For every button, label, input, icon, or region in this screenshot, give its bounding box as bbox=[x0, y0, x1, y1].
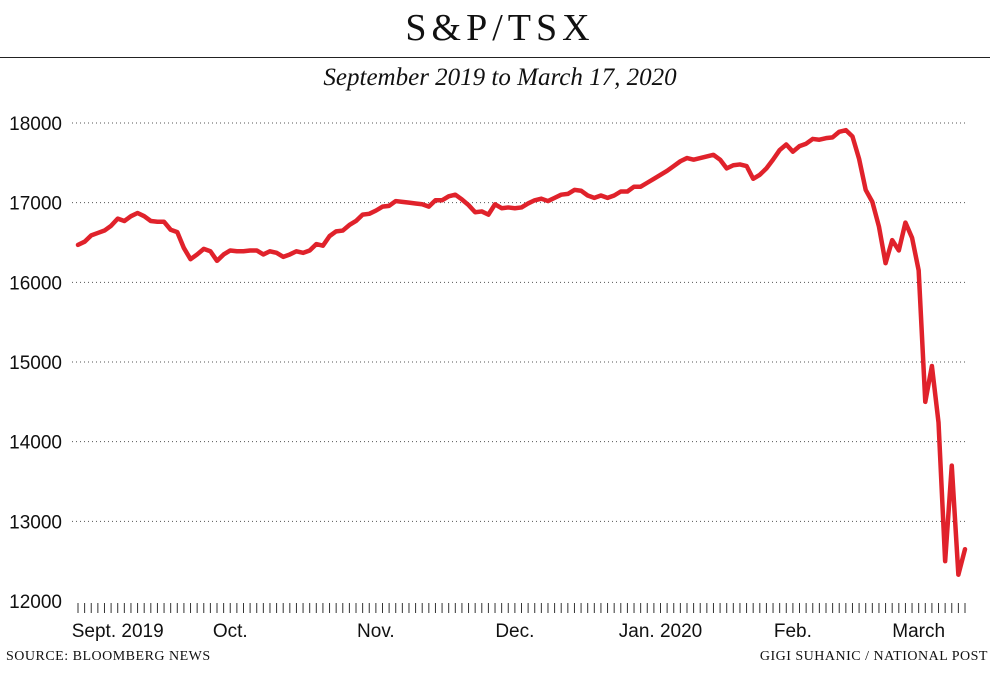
x-tick-label: Feb. bbox=[774, 621, 812, 642]
y-tick-label: 17000 bbox=[9, 194, 62, 215]
y-tick-label: 12000 bbox=[9, 592, 62, 613]
credit-note: GIGI SUHANIC / NATIONAL POST bbox=[759, 649, 988, 664]
x-tick-label: Jan. 2020 bbox=[619, 621, 702, 642]
x-tick-label: Sept. 2019 bbox=[72, 621, 164, 642]
x-tick-label: Oct. bbox=[213, 621, 248, 642]
gridlines bbox=[72, 122, 968, 522]
series-group bbox=[75, 127, 968, 577]
series-line bbox=[75, 127, 968, 577]
title-divider bbox=[0, 57, 990, 58]
x-axis-month-labels: Sept. 2019 Oct. Nov. Dec. Jan. 2020 Feb. March bbox=[72, 621, 945, 642]
y-tick-label: 18000 bbox=[9, 114, 62, 135]
y-tick-label: 14000 bbox=[9, 433, 62, 454]
x-tick-label: Nov. bbox=[357, 621, 395, 642]
source-note: SOURCE: BLOOMBERG NEWS bbox=[6, 649, 211, 664]
x-tick-label: March bbox=[892, 621, 945, 642]
y-tick-label: 13000 bbox=[9, 512, 62, 533]
y-tick-label: 15000 bbox=[9, 353, 62, 374]
x-tick-label: Dec. bbox=[495, 621, 534, 642]
y-tick-label: 16000 bbox=[9, 273, 62, 294]
y-axis-tick-labels: 12000 13000 14000 15000 16000 17000 18000 bbox=[9, 114, 62, 613]
chart-subtitle: September 2019 to March 17, 2020 bbox=[323, 64, 677, 91]
x-axis bbox=[77, 603, 966, 613]
chart-title: S&P/TSX bbox=[405, 7, 595, 49]
